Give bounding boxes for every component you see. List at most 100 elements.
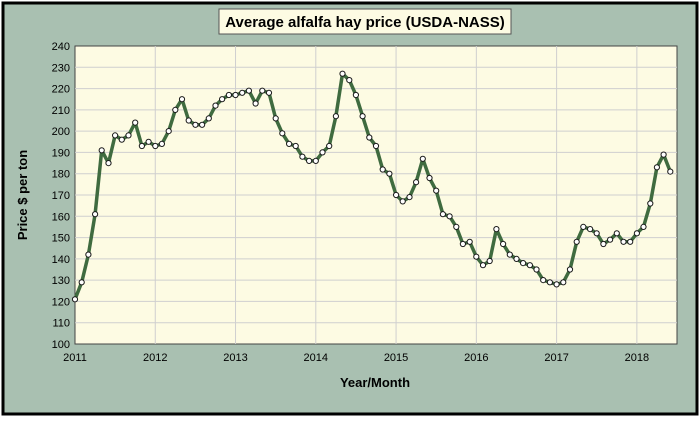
- chart-title: Average alfalfa hay price (USDA-NASS): [225, 14, 505, 31]
- y-tick-label: 140: [52, 254, 70, 266]
- data-point: [78, 279, 85, 286]
- y-tick-label: 220: [52, 84, 70, 96]
- data-point: [225, 91, 232, 99]
- data-point: [560, 279, 567, 286]
- data-point: [165, 128, 172, 135]
- data-point: [239, 89, 246, 96]
- data-point: [399, 198, 406, 205]
- data-point: [600, 240, 607, 248]
- data-point: [279, 130, 286, 137]
- y-tick-label: 110: [52, 318, 70, 330]
- data-point: [265, 89, 273, 96]
- data-point: [292, 142, 299, 150]
- data-point: [85, 251, 92, 258]
- data-point: [386, 170, 393, 177]
- data-point: [319, 149, 326, 156]
- title-box: [218, 8, 512, 35]
- y-tick-label: 210: [52, 105, 70, 117]
- x-tick-label: 2015: [384, 352, 408, 364]
- data-point: [259, 87, 266, 94]
- data-point: [466, 238, 473, 245]
- data-point: [546, 279, 554, 286]
- data-point: [479, 262, 487, 269]
- x-tick-label: 2014: [304, 352, 328, 364]
- x-tick-label: 2011: [63, 352, 87, 364]
- data-point: [212, 102, 219, 109]
- data-point: [533, 266, 540, 273]
- data-point: [366, 134, 373, 141]
- y-tick-label: 120: [52, 296, 70, 308]
- data-point: [172, 106, 179, 114]
- data-point: [306, 157, 313, 164]
- data-point: [513, 255, 520, 262]
- data-point: [419, 155, 426, 162]
- data-point: [540, 277, 547, 284]
- data-point: [647, 200, 654, 207]
- data-point: [426, 174, 433, 182]
- data-point: [312, 157, 319, 164]
- data-point: [506, 251, 513, 258]
- data-point: [252, 100, 259, 107]
- data-point: [372, 142, 380, 150]
- data-point: [286, 140, 293, 147]
- data-point: [272, 115, 279, 122]
- data-point: [205, 115, 212, 122]
- data-point: [453, 223, 460, 230]
- y-tick-label: 100: [52, 339, 70, 351]
- data-point: [446, 213, 453, 220]
- data-point: [118, 136, 125, 143]
- y-tick-label: 170: [52, 190, 70, 202]
- data-point: [71, 296, 79, 303]
- data-point: [158, 140, 165, 147]
- data-point: [245, 87, 252, 94]
- data-point: [199, 121, 206, 128]
- data-point: [112, 132, 119, 139]
- data-point: [653, 164, 661, 171]
- data-point: [393, 191, 400, 199]
- data-point: [152, 142, 159, 150]
- y-tick-label: 240: [52, 41, 70, 53]
- series-group: [71, 70, 674, 303]
- data-point: [132, 119, 139, 126]
- data-point: [526, 262, 534, 269]
- data-point: [339, 70, 346, 77]
- x-tick-label: 2018: [625, 352, 649, 364]
- data-point: [620, 238, 627, 245]
- data-point: [627, 238, 634, 245]
- data-point: [299, 153, 306, 160]
- data-point: [553, 281, 560, 288]
- data-point: [332, 113, 339, 120]
- data-point: [493, 226, 500, 233]
- data-point: [92, 211, 99, 218]
- data-point: [459, 240, 466, 248]
- data-point: [580, 223, 587, 230]
- data-point: [633, 230, 641, 237]
- data-point: [98, 147, 105, 154]
- y-tick-label: 130: [52, 275, 70, 287]
- data-point: [406, 194, 413, 201]
- data-point: [185, 117, 192, 124]
- data-point: [352, 91, 359, 99]
- y-tick-label: 200: [52, 126, 70, 138]
- data-point: [433, 187, 440, 194]
- x-tick-label: 2016: [464, 352, 488, 364]
- data-point: [145, 138, 152, 145]
- data-point: [500, 240, 507, 248]
- y-tick-label: 190: [52, 147, 70, 159]
- y-axis-ticks: 100 110 120 130 140 150 160 170 180 190 200 210 220 2…: [52, 41, 70, 351]
- data-point: [660, 151, 667, 158]
- data-point: [520, 260, 527, 267]
- data-point: [573, 238, 580, 245]
- x-axis-ticks: 2011 2012 2013 2014 2015 2016 2017 2018: [63, 352, 649, 364]
- y-axis-label: Price $ per ton: [15, 150, 30, 240]
- data-point: [593, 230, 600, 237]
- x-axis-label: Year/Month: [340, 375, 410, 390]
- series-line: [73, 71, 672, 300]
- data-point: [326, 142, 333, 150]
- data-point: [359, 113, 366, 120]
- x-tick-label: 2012: [143, 352, 167, 364]
- data-point: [105, 160, 112, 167]
- data-point: [219, 96, 226, 103]
